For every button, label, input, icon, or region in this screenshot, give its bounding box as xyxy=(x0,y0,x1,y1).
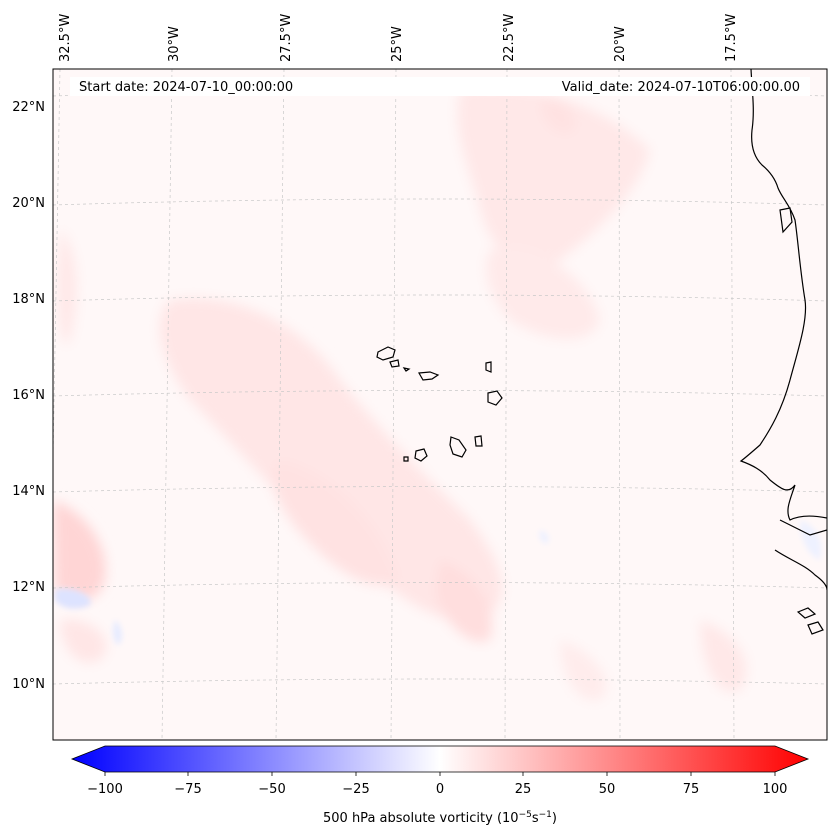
cb-tick-0: 0 xyxy=(436,782,444,797)
cb-tick-25: 25 xyxy=(515,782,532,797)
longitude-labels: 32.5°W 30°W 27.5°W 25°W 22.5°W 20°W 17.5… xyxy=(58,14,739,62)
lat-label-18n: 18°N xyxy=(12,292,45,307)
lon-label-32-5w: 32.5°W xyxy=(58,14,73,62)
lat-label-20n: 20°N xyxy=(12,196,45,211)
lat-label-12n: 12°N xyxy=(12,580,45,595)
lat-label-14n: 14°N xyxy=(12,484,45,499)
start-date-label: Start date: 2024-07-10_00:00:00 xyxy=(79,80,293,95)
colorbar-label: 500 hPa absolute vorticity (10−5s−1) xyxy=(323,810,557,826)
africa-coastline xyxy=(739,69,827,521)
colorbar: −100 −75 −50 −25 0 25 50 75 100 500 hPa … xyxy=(70,745,810,826)
coastal-islands xyxy=(796,607,824,635)
cb-tick-neg75: −75 xyxy=(174,782,201,797)
lon-label-20w: 20°W xyxy=(613,26,628,62)
cb-tick-neg50: −50 xyxy=(258,782,285,797)
header-box xyxy=(70,77,810,96)
map-frame xyxy=(52,68,828,741)
lon-label-22-5w: 22.5°W xyxy=(502,14,517,62)
lat-label-22n: 22°N xyxy=(12,100,45,115)
santo-antao-island xyxy=(376,346,396,361)
santa-luzia-island xyxy=(402,367,411,372)
cb-tick-neg100: −100 xyxy=(87,782,123,797)
vorticity-field xyxy=(53,69,827,740)
cape-verde-islands xyxy=(376,346,503,462)
cb-tick-neg25: −25 xyxy=(342,782,369,797)
lat-label-10n: 10°N xyxy=(12,677,45,692)
valid-date-label: Valid_date: 2024-07-10T06:00:00.00 xyxy=(562,80,800,95)
sao-vicente-island xyxy=(389,359,400,368)
sal-island xyxy=(485,361,492,373)
coastline xyxy=(739,69,827,635)
negative-vorticity xyxy=(55,520,822,645)
colorbar-bar xyxy=(70,745,810,773)
lon-label-30w: 30°W xyxy=(167,26,182,62)
maio-island xyxy=(474,435,483,447)
lon-label-25w: 25°W xyxy=(390,26,405,62)
sao-nicolau-island xyxy=(418,371,440,381)
colorbar-tick-labels: −100 −75 −50 −25 0 25 50 75 100 xyxy=(87,782,787,797)
guinea-bissau-coast xyxy=(774,549,827,591)
colorbar-ticks xyxy=(104,772,776,776)
cb-tick-75: 75 xyxy=(683,782,700,797)
gambia-coast xyxy=(779,519,827,536)
boa-vista-island xyxy=(487,390,503,406)
fogo-island xyxy=(414,448,428,462)
map-area xyxy=(53,69,827,740)
lat-label-16n: 16°N xyxy=(12,388,45,403)
cb-tick-50: 50 xyxy=(599,782,616,797)
latitude-labels: 22°N 20°N 18°N 16°N 14°N 12°N 10°N xyxy=(12,100,45,692)
banc-d-arguin xyxy=(779,207,793,234)
lon-label-27-5w: 27.5°W xyxy=(279,14,294,62)
santiago-island xyxy=(449,436,467,458)
vorticity-anomalies xyxy=(53,87,747,701)
brava-island xyxy=(403,456,409,462)
lon-label-17-5w: 17.5°W xyxy=(724,14,739,62)
cb-tick-100: 100 xyxy=(763,782,788,797)
